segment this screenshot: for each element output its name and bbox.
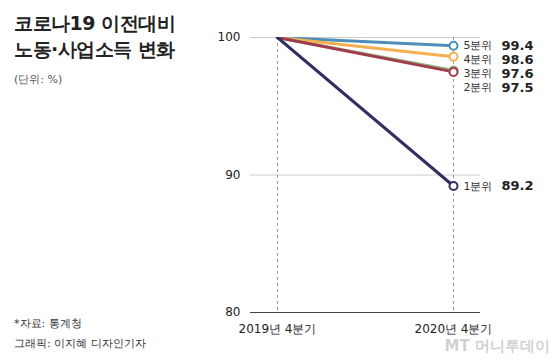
svg-text:90: 90 [225,168,240,182]
html-text:*자료: 통계청: *자료: 통계청 [14,317,82,330]
svg-text:1분위: 1분위 [464,180,493,193]
html-text:코로나19 이전대비 노동·사업소득 변화: 코로나19 이전대비 노동·사업소득 변화 [14,12,176,60]
svg-text:2020년 4분기: 2020년 4분기 [415,322,493,336]
svg-text:97.5: 97.5 [502,80,534,95]
svg-text:80: 80 [225,305,240,319]
svg-text:2019년 4분기: 2019년 4분기 [239,322,317,336]
html-text:(단위: %): (단위: %) [14,73,63,86]
svg-text:3분위: 3분위 [464,67,493,80]
svg-text:5분위: 5분위 [464,39,493,52]
html-text:MT 머니투데이: MT 머니투데이 [444,337,550,355]
svg-text:89.2: 89.2 [502,178,534,193]
svg-text:98.6: 98.6 [502,52,534,67]
svg-text:99.4: 99.4 [502,38,534,53]
svg-text:4분위: 4분위 [464,53,493,66]
svg-text:2분위: 2분위 [464,81,493,94]
svg-text:97.6: 97.6 [502,66,534,81]
html-text:그래픽: 이지혜 디자인기자: 그래픽: 이지혜 디자인기자 [14,337,146,350]
svg-text:100: 100 [218,30,241,44]
